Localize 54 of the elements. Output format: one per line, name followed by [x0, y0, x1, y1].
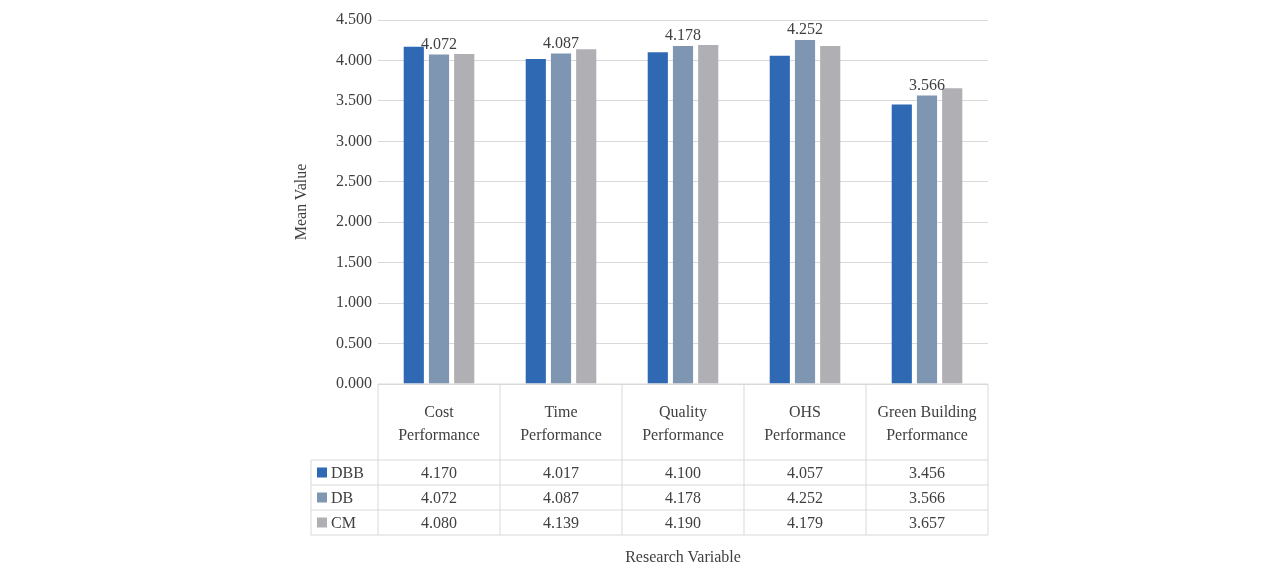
- y-tick-label: 2.000: [336, 212, 372, 230]
- y-tick-label: 0.500: [336, 333, 372, 351]
- bar: [672, 46, 694, 384]
- x-tick-label: Quality Performance: [642, 402, 724, 443]
- annotation: 4.252: [787, 20, 823, 38]
- data-label: 4.072: [421, 488, 457, 506]
- bar: [525, 59, 546, 384]
- y-tick-label: 3.500: [336, 91, 372, 109]
- data-label: 4.100: [665, 463, 701, 481]
- x-tick-label: Time Performance: [520, 402, 602, 443]
- y-tick-label: 3.000: [336, 131, 372, 149]
- y-tick-label: 1.000: [336, 293, 372, 311]
- data-label: 4.190: [665, 513, 701, 531]
- data-label: 4.178: [665, 488, 701, 506]
- bar: [820, 45, 841, 384]
- bar: [769, 55, 790, 384]
- y-tick-label: 4.000: [336, 50, 372, 68]
- bar: [942, 88, 963, 384]
- bar: [916, 95, 938, 384]
- x-tick-label: Green Building Performance: [877, 402, 977, 443]
- annotation: 4.087: [543, 33, 579, 51]
- y-tick-label: 4.500: [336, 10, 372, 28]
- legend-label: CM: [331, 513, 356, 531]
- y-tick-label: 0.000: [336, 374, 372, 392]
- data-label: 4.170: [421, 463, 457, 481]
- data-label: 4.087: [543, 488, 579, 506]
- text: Research Variable: [625, 548, 741, 566]
- legend-label: DB: [331, 488, 354, 506]
- data-label: 4.179: [787, 513, 823, 531]
- data-label: 4.080: [421, 513, 457, 531]
- data-label: 3.657: [909, 513, 945, 531]
- data-label: 3.566: [909, 488, 945, 506]
- bar: [891, 104, 912, 384]
- data-label: 3.456: [909, 463, 945, 481]
- bar: [698, 45, 719, 384]
- bar: [454, 53, 475, 384]
- data-label: 4.017: [543, 463, 579, 481]
- legend-label: DBB: [331, 463, 364, 481]
- y-tick-label: 1.500: [336, 252, 372, 270]
- data-label: 4.139: [543, 513, 579, 531]
- bar: [794, 40, 816, 384]
- y-tick-label: 2.500: [336, 171, 372, 189]
- annotation: 4.178: [665, 26, 701, 44]
- x-tick-label: Cost Performance: [398, 402, 480, 443]
- annotation: 3.566: [909, 75, 945, 93]
- data-label: 4.057: [787, 463, 823, 481]
- bar: [576, 49, 597, 384]
- y-axis-title: Mean Value: [292, 163, 310, 241]
- bar: [550, 53, 572, 384]
- x-tick-label: OHS Performance: [764, 402, 846, 443]
- annotation: 4.072: [421, 34, 457, 52]
- bar: [647, 52, 668, 384]
- data-label: 4.252: [787, 488, 823, 506]
- bar: [428, 54, 450, 384]
